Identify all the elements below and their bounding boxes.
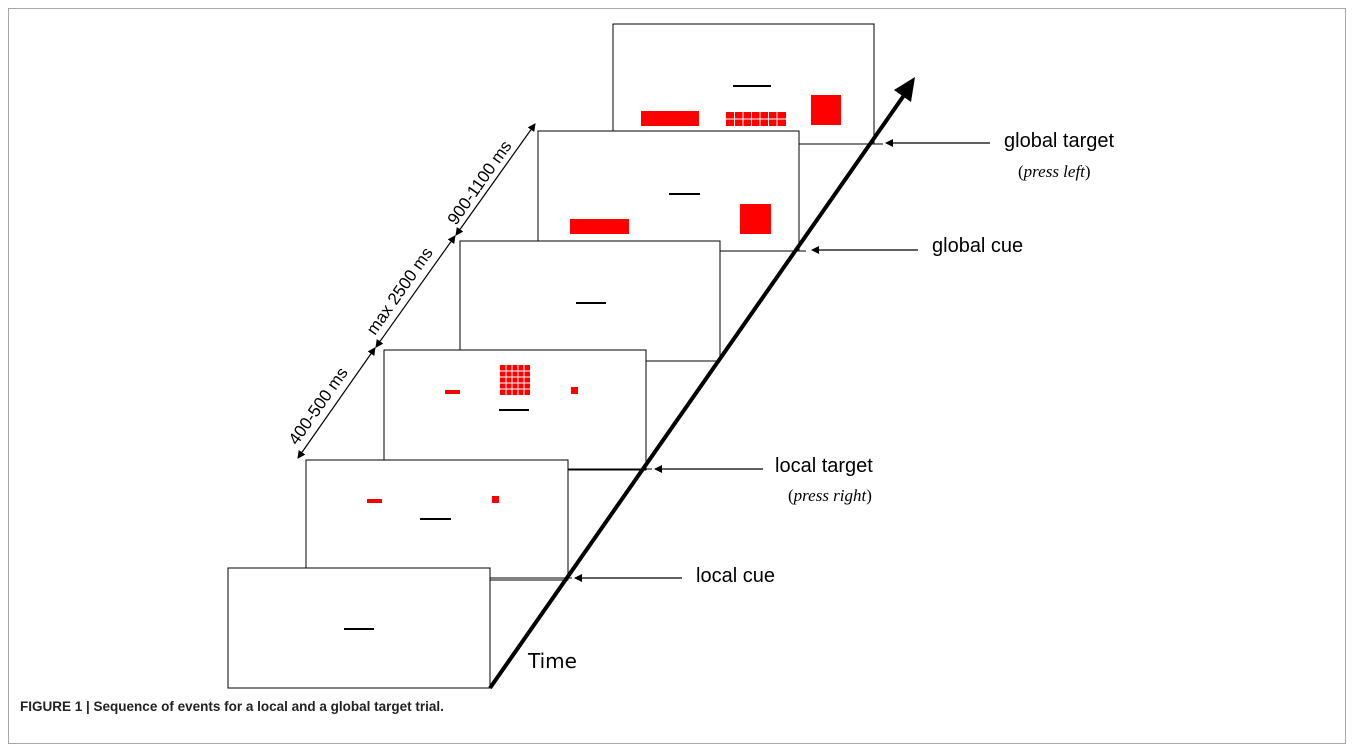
response-right-text: press right bbox=[793, 486, 868, 505]
local-target-grid bbox=[500, 365, 530, 395]
label-global-target: global target bbox=[1004, 130, 1115, 152]
local-square bbox=[492, 496, 499, 503]
global-cue-bar bbox=[641, 111, 699, 126]
global-square bbox=[740, 204, 771, 234]
duration-label-fixation: 400-500 ms bbox=[285, 364, 352, 448]
label-local-target-response: (press right) bbox=[788, 486, 872, 505]
local-square bbox=[571, 387, 578, 394]
time-label: Time bbox=[527, 649, 577, 673]
screen-global-cue bbox=[537, 130, 800, 252]
screen-local-cue bbox=[305, 459, 569, 581]
label-local-target: local target bbox=[775, 455, 873, 477]
time-axis-arrow bbox=[488, 87, 910, 690]
response-left-text: press left bbox=[1023, 162, 1087, 181]
local-cue-bar bbox=[367, 499, 382, 503]
figure-caption: FIGURE 1 | Sequence of events for a loca… bbox=[20, 699, 444, 714]
duration-label-response: max 2500 ms bbox=[363, 244, 437, 338]
label-global-cue: global cue bbox=[932, 235, 1023, 257]
global-cue-bar bbox=[570, 219, 629, 234]
screen-local-target bbox=[383, 349, 647, 471]
duration-arrows bbox=[297, 123, 536, 459]
screen-global-target bbox=[612, 23, 875, 145]
caption-text: Sequence of events for a local and a glo… bbox=[93, 699, 444, 714]
screen-fixation-1 bbox=[227, 567, 491, 689]
duration-label-cue-target: 900-1100 ms bbox=[444, 137, 516, 228]
time-axis-arrowhead bbox=[894, 77, 915, 102]
caption-label: FIGURE 1 | bbox=[20, 699, 94, 714]
label-global-target-response: (press left) bbox=[1018, 162, 1091, 181]
local-cue-bar bbox=[445, 390, 460, 394]
label-local-cue: local cue bbox=[696, 565, 775, 587]
global-square bbox=[811, 95, 841, 125]
global-target-grid bbox=[726, 112, 786, 126]
screen-fixation-2 bbox=[459, 240, 721, 362]
